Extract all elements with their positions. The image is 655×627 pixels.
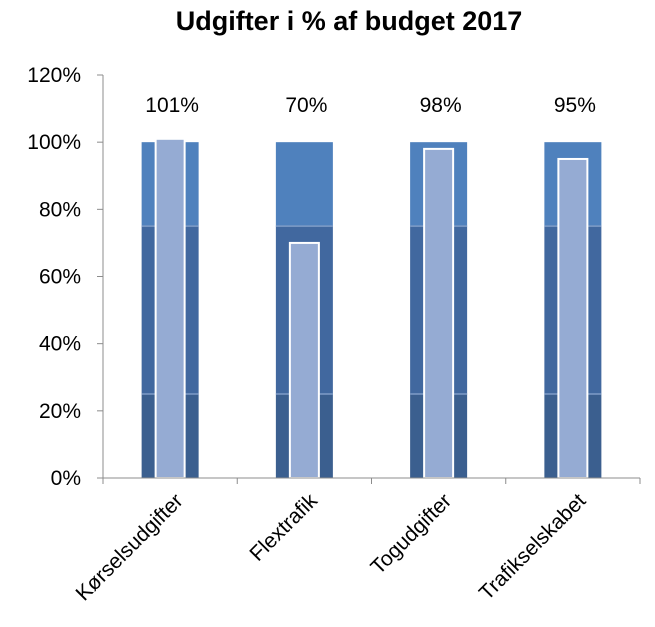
data-label-3: 98%: [420, 94, 462, 117]
category-label-3: Togudgifter: [366, 489, 456, 579]
category-label-1: Kørselsudgifter: [72, 489, 188, 605]
value-bar-2: [288, 241, 320, 479]
y-tick-label-2: 40%: [39, 333, 81, 356]
category-label-2: Flextrafik: [245, 489, 322, 566]
axes-group: [97, 74, 641, 484]
value-bar-1: [154, 137, 186, 480]
data-label-2: 70%: [285, 94, 327, 117]
data-label-1: 101%: [145, 94, 199, 117]
bars-group: [154, 137, 589, 480]
data-label-4: 95%: [554, 94, 596, 117]
y-tick-label-5: 100%: [27, 131, 81, 154]
category-label-4: Trafikselskabet: [475, 489, 591, 605]
background-bands-group: [141, 142, 602, 478]
value-bar-4: [557, 157, 589, 479]
chart-title: Udgifter i % af budget 2017: [176, 6, 523, 36]
y-tick-label-1: 20%: [39, 400, 81, 423]
y-tick-label-4: 80%: [39, 198, 81, 221]
y-tick-label-6: 120%: [27, 64, 81, 87]
value-bar-3: [423, 147, 455, 479]
y-tick-label-3: 60%: [39, 266, 81, 289]
band-3-2: [275, 142, 333, 227]
y-tick-label-0: 0%: [51, 467, 81, 490]
